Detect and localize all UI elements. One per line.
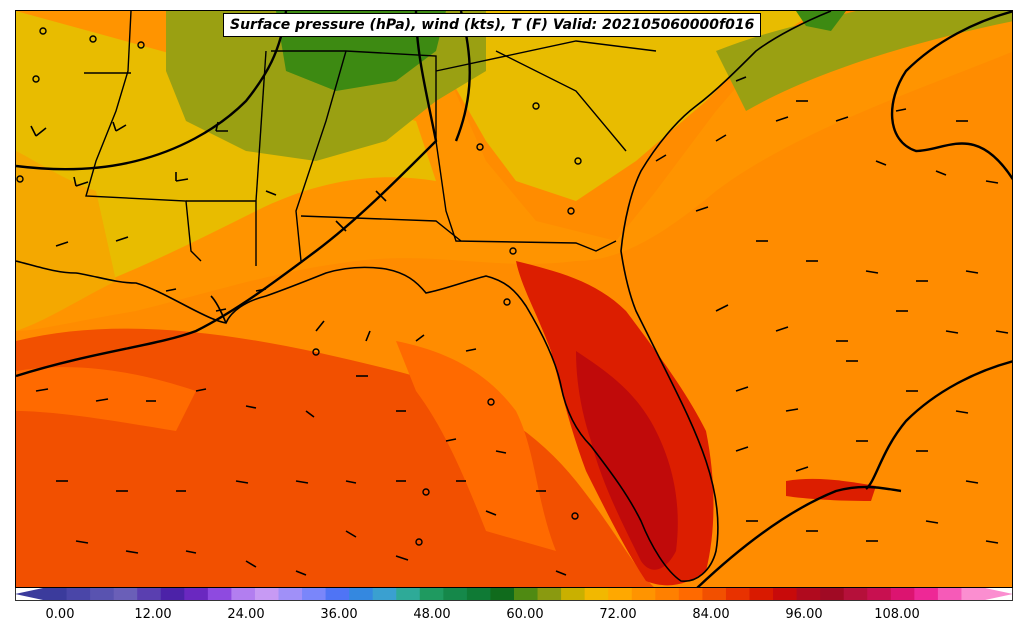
- colorbar-segment: [843, 588, 868, 600]
- colorbar-segment: [490, 588, 515, 600]
- colorbar-segment: [537, 588, 562, 600]
- temperature-field-olive-east: [716, 11, 1012, 111]
- colorbar-segment: [396, 588, 421, 600]
- colorbar-segment: [514, 588, 539, 600]
- colorbar-tick-label: 72.00: [599, 607, 637, 622]
- colorbar-tick-label: 24.00: [227, 607, 265, 622]
- colorbar-segment: [725, 588, 750, 600]
- colorbar-segment: [937, 588, 962, 600]
- colorbar-segment: [137, 588, 162, 600]
- colorbar-segment: [349, 588, 374, 600]
- colorbar-segment: [820, 588, 845, 600]
- map-title: Surface pressure (hPa), wind (kts), T (F…: [223, 13, 762, 37]
- colorbar-tick-label: 60.00: [506, 607, 544, 622]
- colorbar-segment: [466, 588, 491, 600]
- wind-barbs: [30, 76, 1009, 576]
- map-canvas: [16, 11, 1012, 587]
- colorbar-segment: [961, 588, 986, 600]
- colorbar-segment: [43, 588, 68, 600]
- colorbar-tick-label: 36.00: [320, 607, 358, 622]
- isobars: [16, 11, 1012, 587]
- colorbar-tick-label: 0.00: [45, 607, 75, 622]
- colorbar-segment: [113, 588, 138, 600]
- colorbar-segment: [66, 588, 91, 600]
- colorbar-tick-label: 48.00: [413, 607, 451, 622]
- colorbar-segment: [584, 588, 609, 600]
- colorbar-tick-label: 12.00: [134, 607, 172, 622]
- colorbar-segment: [302, 588, 327, 600]
- colorbar-segment: [372, 588, 397, 600]
- colorbar-segment: [655, 588, 680, 600]
- coastlines: [16, 11, 832, 582]
- temperature-colorbar: [15, 587, 1013, 601]
- temperature-field-west-gold: [16, 11, 116, 331]
- colorbar-segment: [631, 588, 656, 600]
- colorbar-segment: [325, 588, 350, 600]
- temperature-field-green-east: [796, 11, 846, 31]
- colorbar-segment: [890, 588, 915, 600]
- colorbar-segment: [231, 588, 256, 600]
- weather-map[interactable]: [15, 10, 1013, 588]
- cuba-heat: [786, 478, 876, 501]
- colorbar-segment: [90, 588, 115, 600]
- colorbar-segment: [443, 588, 468, 600]
- colorbar-segment: [914, 588, 939, 600]
- colorbar-tick-label: 108.00: [874, 607, 920, 622]
- colorbar-tick-label: 84.00: [692, 607, 730, 622]
- temperature-field-east-gulf: [396, 341, 556, 551]
- colorbar-segment: [608, 588, 633, 600]
- colorbar-high-arrow: [985, 588, 1013, 600]
- colorbar-tick-label: 96.00: [785, 607, 823, 622]
- colorbar-segment: [207, 588, 232, 600]
- colorbar-segment: [278, 588, 303, 600]
- colorbar-segment: [561, 588, 586, 600]
- colorbar-segment: [254, 588, 279, 600]
- calm-markers: [16, 27, 582, 546]
- colorbar-segment: [773, 588, 798, 600]
- colorbar-segment: [419, 588, 444, 600]
- state-borders: [84, 11, 657, 266]
- colorbar-segment: [702, 588, 727, 600]
- colorbar-segment: [678, 588, 703, 600]
- colorbar-segment: [796, 588, 821, 600]
- colorbar-segment: [867, 588, 892, 600]
- colorbar-segment: [749, 588, 774, 600]
- temperature-field-florida-darkred: [576, 351, 678, 570]
- colorbar-low-arrow: [15, 588, 43, 600]
- colorbar-segment: [184, 588, 209, 600]
- colorbar-segment: [160, 588, 185, 600]
